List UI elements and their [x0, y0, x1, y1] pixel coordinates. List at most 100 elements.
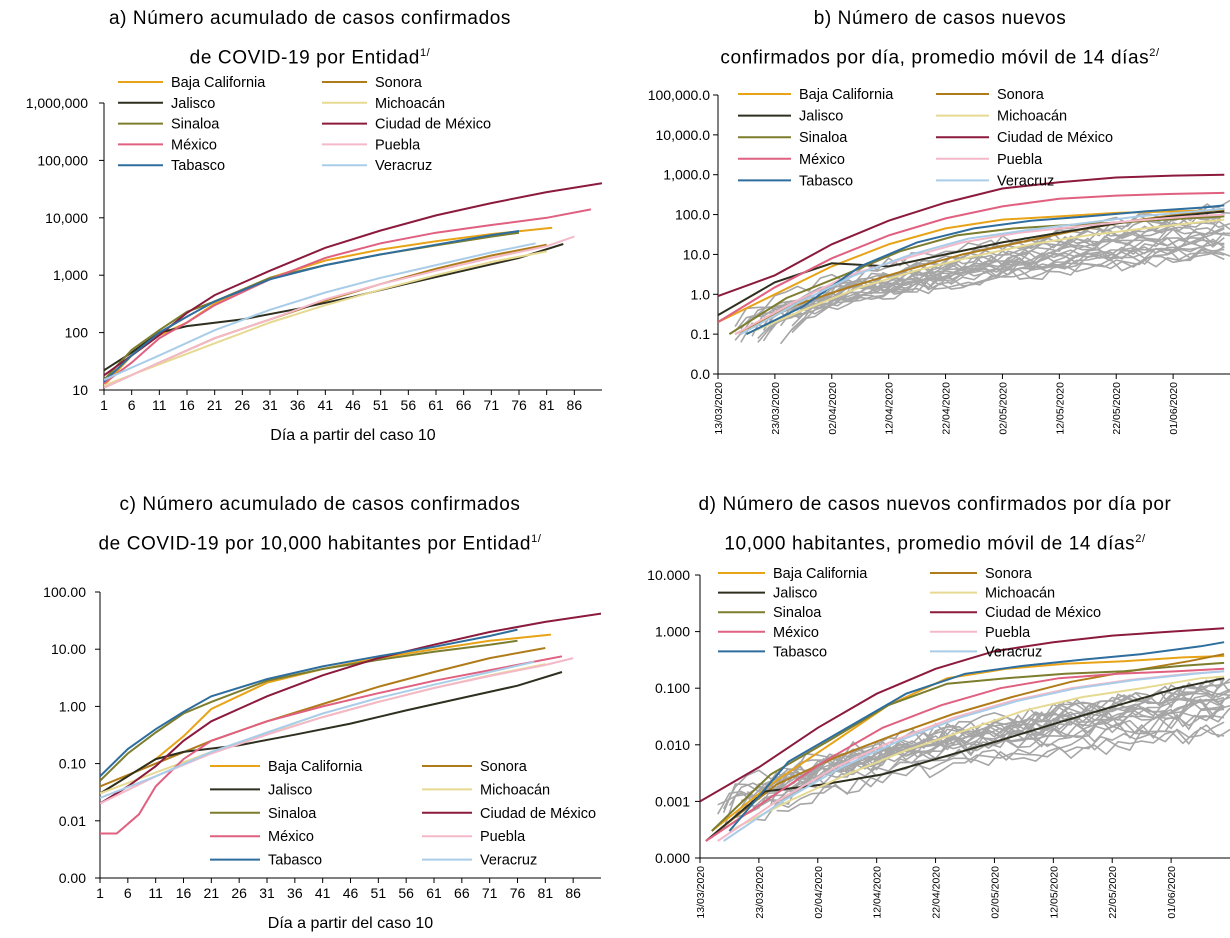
chart-d-other-state-line	[781, 694, 1230, 801]
chart-b: 0.0 0.1 1.0 10.0 100.0 1,000.0 10,000.0 100,000…	[648, 87, 1230, 435]
chart-a-x-tick-label: 71	[484, 397, 500, 413]
chart-b-legend-label-puebla: Puebla	[997, 152, 1043, 168]
chart-c-legend-label-sinaloa: Sinaloa	[268, 806, 317, 822]
chart-a-x-tick-label: 31	[262, 397, 278, 413]
chart-d-lines	[700, 627, 1230, 842]
chart-a-legend-label-baja-california: Baja California	[171, 75, 266, 91]
chart-c-x-axis-label: Día a partir del caso 10	[268, 915, 434, 932]
chart-b-legend: Baja California Sonora Jalisco Michoacán Sin…	[738, 87, 1113, 189]
chart-a-legend-label-puebla: Puebla	[375, 137, 421, 153]
chart-b-legend-label-mexico: México	[799, 152, 845, 168]
chart-d-legend-label-sonora: Sonora	[985, 566, 1033, 582]
chart-b-x-tick-label: 12/05/2020	[1054, 382, 1066, 435]
chart-c-x-tick-label: 41	[315, 885, 331, 901]
chart-a-y-tick-label: 10	[72, 382, 88, 398]
panel-a-title: a) Número acumulado de casos confirmados…	[30, 2, 590, 75]
chart-b-series-ciudad-de-mexico	[718, 173, 1225, 298]
chart-c-x-tick-label: 86	[565, 885, 581, 901]
chart-c-series-mexico	[100, 655, 563, 835]
chart-d-series-sinaloa	[711, 661, 1225, 832]
chart-a-x-tick-label: 61	[428, 397, 444, 413]
chart-b-y-tick-label: 100,000.0	[648, 87, 710, 103]
chart-b-legend-label-ciudad-de-mexico: Ciudad de México	[997, 130, 1113, 146]
chart-b-y-tick-label: 0.0	[691, 366, 711, 382]
chart-c-x-tick-label: 1	[96, 885, 104, 901]
chart-d-series-sonora	[717, 653, 1225, 832]
chart-c-x-tick-label: 51	[371, 885, 387, 901]
chart-a-x-tick-label: 46	[345, 397, 361, 413]
chart-c-y-tick-label: 100.00	[43, 584, 86, 600]
chart-a-x-tick-label: 26	[235, 397, 251, 413]
chart-a-x-tick-label: 21	[207, 397, 223, 413]
chart-a-x-tick-label: 36	[290, 397, 306, 413]
chart-c-legend-label-tabasco: Tabasco	[268, 853, 322, 869]
chart-c-lines	[100, 612, 601, 835]
chart-a-x-tick-label: 51	[373, 397, 389, 413]
chart-d-legend-label-tabasco: Tabasco	[773, 644, 827, 660]
panel-c-title: c) Número acumulado de casos confirmados…	[30, 488, 610, 561]
chart-c-y-tick-label: 0.01	[59, 813, 86, 829]
chart-c-x-tick-label: 71	[482, 885, 498, 901]
chart-c-x-tick-label: 36	[287, 885, 303, 901]
chart-d-legend: Baja California Sonora Jalisco Michoacán Sin…	[718, 566, 1101, 660]
chart-a-x-tick-label: 11	[152, 397, 167, 413]
chart-c-series-veracruz	[100, 660, 535, 799]
chart-d-legend-label-michoacan: Michoacán	[985, 586, 1055, 602]
panel-c-title-footnote: 1/	[531, 533, 542, 545]
chart-a-y-tick-label: 1,000	[53, 267, 88, 283]
chart-c-legend-label-mexico: México	[268, 829, 314, 845]
chart-a-legend-label-ciudad-de-mexico: Ciudad de México	[375, 117, 491, 133]
chart-c-legend-label-sonora: Sonora	[480, 759, 528, 775]
chart-d-legend-label-veracruz: Veracruz	[985, 644, 1042, 660]
chart-a-x-tick-label: 6	[128, 397, 136, 413]
chart-a-series-tabasco	[104, 230, 520, 383]
chart-b-series-sinaloa	[728, 215, 1225, 335]
chart-a-series-veracruz	[104, 242, 536, 381]
chart-b-other-state-line	[779, 213, 1225, 345]
chart-b-series-michoacan	[746, 218, 1225, 336]
chart-c-x-tick-label: 26	[231, 885, 247, 901]
chart-d-series-tabasco	[728, 641, 1225, 832]
panel-d-title-line2: 10,000 habitantes, promedio móvil de 14 …	[724, 533, 1136, 555]
chart-a-legend-label-tabasco: Tabasco	[171, 158, 225, 174]
chart-c-series-tabasco	[100, 628, 518, 778]
chart-d-series-baja-california	[711, 655, 1225, 832]
chart-c-y-tick-label: 0.10	[59, 756, 86, 772]
panel-d-title-line1: d) Número de casos nuevos confirmados po…	[698, 494, 1172, 515]
chart-d-y-tick-label: 0.000	[655, 850, 690, 866]
chart-c-x-tick-label: 21	[204, 885, 220, 901]
chart-a-x-tick-label: 81	[539, 397, 555, 413]
chart-b-x-tick-label: 01/06/2020	[1168, 382, 1180, 435]
chart-a-y-tick-label: 100,000	[37, 152, 88, 168]
chart-c-y-tick-label: 1.00	[59, 698, 86, 714]
panel-d-title: d) Número de casos nuevos confirmados po…	[640, 488, 1230, 561]
chart-c-x-tick-label: 31	[259, 885, 275, 901]
chart-b-x-tick-label: 22/05/2020	[1111, 382, 1123, 435]
panel-b-title-line2: confirmados por día, promedio móvil de 1…	[720, 47, 1150, 69]
chart-c-x-tick-label: 76	[510, 885, 526, 901]
chart-c-x-tick-label: 11	[148, 885, 163, 901]
chart-c-legend-label-jalisco: Jalisco	[268, 782, 312, 798]
chart-c-x-tick-label: 46	[343, 885, 359, 901]
chart-b-y-tick-label: 100.0	[675, 207, 710, 223]
chart-c-legend-label-ciudad-de-mexico: Ciudad de México	[480, 806, 596, 822]
chart-a-legend-label-michoacan: Michoacán	[375, 96, 445, 112]
panel-a-title-footnote: 1/	[419, 47, 431, 59]
chart-b-lines	[718, 173, 1230, 345]
panel-b-title-footnote: 2/	[1149, 47, 1160, 59]
chart-d-series-veracruz	[723, 670, 1225, 842]
chart-b-other-state-line	[791, 231, 1225, 331]
chart-c-legend-label-veracruz: Veracruz	[480, 853, 537, 869]
chart-b-legend-label-sinaloa: Sinaloa	[799, 130, 848, 146]
chart-b-x-tick-label: 12/04/2020	[884, 382, 896, 435]
chart-a-x-axis-label: Día a partir del caso 10	[270, 427, 436, 444]
chart-d-x-tick-label: 02/04/2020	[813, 866, 825, 919]
chart-d-x-tick-label: 22/04/2020	[931, 866, 943, 919]
chart-a-x-tick-label: 66	[456, 397, 472, 413]
chart-a-series-ciudad-de-mexico	[104, 182, 602, 377]
chart-a-legend-label-sinaloa: Sinaloa	[171, 117, 220, 133]
chart-c-x-tick-label: 16	[176, 885, 192, 901]
